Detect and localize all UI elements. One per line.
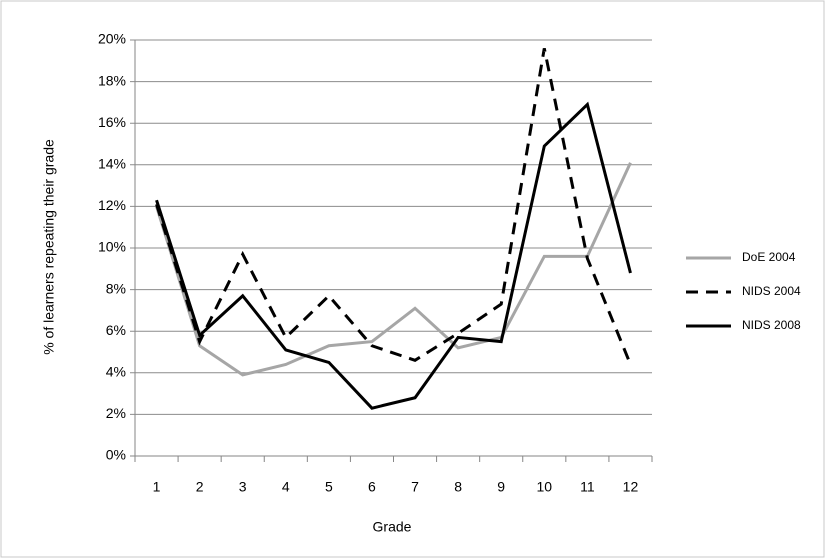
x-tick-label: 3 (239, 479, 247, 495)
x-tick-label: 11 (580, 479, 595, 495)
x-tick-label: 1 (153, 479, 161, 495)
y-tick-label: 2% (106, 405, 126, 421)
x-tick-label: 2 (196, 479, 204, 495)
x-tick-label: 12 (623, 479, 639, 495)
y-tick-label: 18% (98, 72, 126, 88)
x-tick-label: 8 (454, 479, 462, 495)
series-line (155, 48, 632, 366)
x-tick-label: 5 (325, 479, 333, 495)
y-tick-label: 0% (106, 447, 126, 463)
legend-label: NIDS 2004 (742, 284, 801, 298)
x-tick-label: 7 (411, 479, 419, 495)
y-axis-label: % of learners repeating their grade (41, 139, 57, 355)
legend-label: NIDS 2008 (742, 318, 801, 332)
y-tick-label: 8% (106, 280, 126, 296)
y-tick-label: 14% (98, 156, 126, 172)
series-line (155, 162, 632, 377)
x-tick-label: 4 (282, 479, 290, 495)
y-tick-label: 6% (106, 322, 126, 338)
y-tick-label: 20% (98, 31, 126, 47)
y-tick-label: 12% (98, 197, 126, 213)
y-tick-label: 4% (106, 364, 126, 380)
x-tick-label: 10 (537, 479, 553, 495)
x-axis-label: Grade (373, 519, 412, 535)
x-tick-label: 9 (497, 479, 505, 495)
y-tick-label: 16% (98, 114, 126, 130)
y-tick-label: 10% (98, 239, 126, 255)
series-line (155, 101, 632, 410)
x-tick-label: 6 (368, 479, 376, 495)
legend-label: DoE 2004 (742, 250, 796, 264)
